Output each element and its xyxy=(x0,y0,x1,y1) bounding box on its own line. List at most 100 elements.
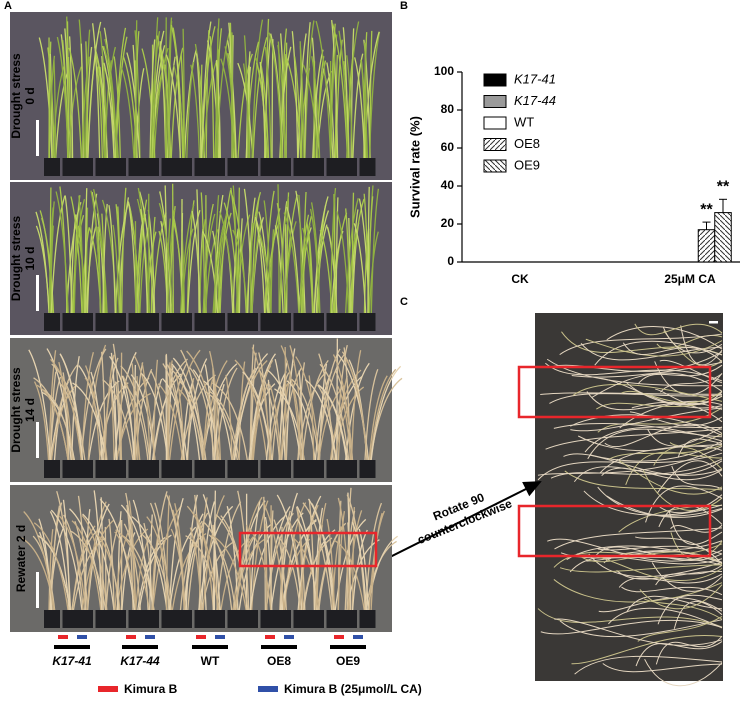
significance: ** xyxy=(717,179,730,196)
pot xyxy=(110,460,126,478)
pot xyxy=(96,610,112,628)
row-label: 14 d xyxy=(23,398,37,422)
pot xyxy=(261,610,277,628)
y-tick-label: 40 xyxy=(441,178,455,192)
scale-bar xyxy=(36,422,39,458)
pot xyxy=(44,158,60,176)
pot xyxy=(275,610,291,628)
legend-label: Kimura B (25μmol/L CA) xyxy=(284,682,422,696)
legend-swatch xyxy=(484,160,506,172)
pot xyxy=(341,313,357,331)
legend-swatch xyxy=(258,686,278,692)
row-label: 0 d xyxy=(23,87,37,104)
legend-label: OE9 xyxy=(514,157,540,172)
pot xyxy=(308,460,324,478)
legend-swatch xyxy=(98,686,118,692)
pot xyxy=(63,610,79,628)
pot xyxy=(261,313,277,331)
pot xyxy=(209,313,225,331)
group-bar xyxy=(122,645,158,649)
group-bar xyxy=(330,645,366,649)
pot xyxy=(242,610,258,628)
pot xyxy=(176,158,192,176)
significance: ** xyxy=(700,201,713,218)
pot xyxy=(176,460,192,478)
pot xyxy=(327,460,343,478)
genotype-label: OE9 xyxy=(336,654,360,668)
row-label: Drought stress xyxy=(9,216,23,302)
pot xyxy=(327,158,343,176)
pot xyxy=(77,158,93,176)
y-tick-label: 80 xyxy=(441,102,455,116)
pot xyxy=(360,158,376,176)
pot xyxy=(96,313,112,331)
panel-label: B xyxy=(400,0,408,12)
legend-label: K17-44 xyxy=(514,93,556,108)
arrow-label: Rotate 90 counterclockwise xyxy=(409,481,514,547)
leaf xyxy=(137,376,138,460)
row-label: Drought stress xyxy=(9,367,23,453)
pot xyxy=(275,460,291,478)
marker-blue xyxy=(77,635,87,639)
genotype-label: K17-41 xyxy=(52,654,92,668)
pot xyxy=(341,460,357,478)
genotype-label: K17-44 xyxy=(120,654,160,668)
pot xyxy=(261,158,277,176)
pot xyxy=(143,610,159,628)
pot xyxy=(327,313,343,331)
pot xyxy=(96,460,112,478)
pot xyxy=(294,460,310,478)
pot xyxy=(228,313,244,331)
genotype-label: OE8 xyxy=(267,654,291,668)
genotype-label: WT xyxy=(201,654,220,668)
pot xyxy=(110,610,126,628)
leaf xyxy=(173,184,174,313)
pot xyxy=(341,610,357,628)
pot xyxy=(195,313,211,331)
legend-label: OE8 xyxy=(514,136,540,151)
pot xyxy=(228,460,244,478)
pot xyxy=(308,610,324,628)
y-tick-label: 60 xyxy=(441,140,455,154)
row-label: Drought stress xyxy=(9,53,23,139)
marker-blue xyxy=(145,635,155,639)
scale-bar xyxy=(36,120,39,156)
pot xyxy=(228,158,244,176)
pot xyxy=(162,313,178,331)
pot xyxy=(129,460,145,478)
pot xyxy=(308,158,324,176)
leaf xyxy=(121,353,122,460)
pot xyxy=(261,460,277,478)
pot xyxy=(162,158,178,176)
group-bar xyxy=(54,645,90,649)
pot xyxy=(77,313,93,331)
pot xyxy=(44,313,60,331)
pot xyxy=(294,610,310,628)
y-axis-label: Survival rate (%) xyxy=(407,116,422,218)
pot xyxy=(77,610,93,628)
bar xyxy=(715,213,732,262)
legend-label: K17-41 xyxy=(514,71,556,86)
pot xyxy=(143,313,159,331)
marker-blue xyxy=(353,635,363,639)
marker-blue xyxy=(284,635,294,639)
pot xyxy=(96,158,112,176)
x-tick-label: CK xyxy=(511,272,529,286)
pot xyxy=(209,158,225,176)
pot xyxy=(275,313,291,331)
pot xyxy=(143,158,159,176)
pot xyxy=(44,460,60,478)
y-tick-label: 20 xyxy=(441,216,455,230)
pot xyxy=(162,460,178,478)
legend-label: Kimura B xyxy=(124,682,178,696)
legend-swatch xyxy=(484,117,506,129)
pot xyxy=(129,158,145,176)
pot xyxy=(129,313,145,331)
pot xyxy=(195,158,211,176)
pot xyxy=(129,610,145,628)
pot xyxy=(77,460,93,478)
pot xyxy=(360,313,376,331)
pot xyxy=(44,610,60,628)
row-label: 10 d xyxy=(23,246,37,270)
group-bar xyxy=(261,645,297,649)
